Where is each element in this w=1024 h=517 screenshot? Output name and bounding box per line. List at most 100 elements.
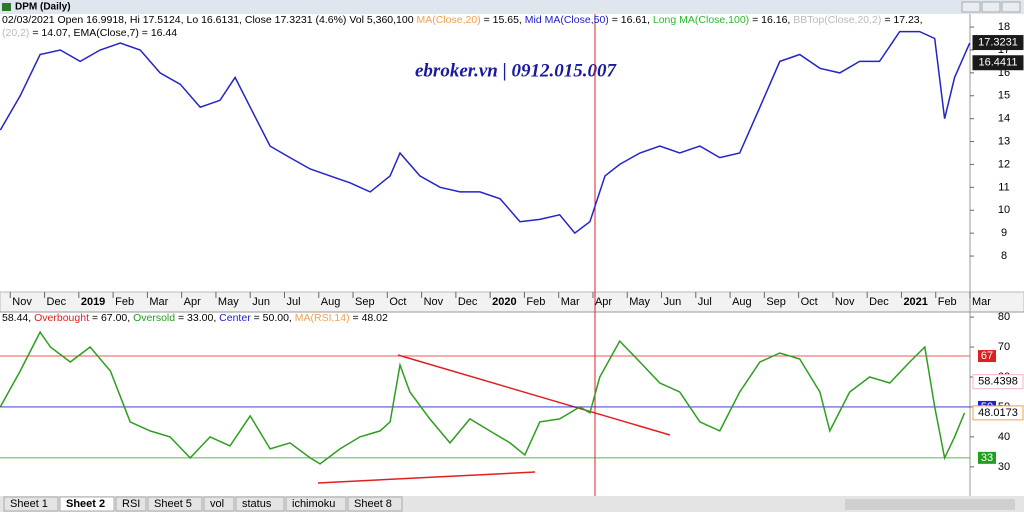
maximize[interactable] (981, 1, 1001, 13)
tab[interactable] (59, 496, 115, 512)
header-segment: = 48.02 (350, 312, 388, 324)
tab-label[interactable]: vol (210, 498, 224, 510)
tab[interactable] (3, 496, 59, 512)
chart-header: 58.44, Overbought = 67.00, Oversold = 33… (2, 312, 388, 324)
trend-line (317, 471, 536, 484)
x-tick-label: Aug (321, 296, 341, 308)
scrollbar[interactable] (845, 499, 1015, 510)
series-line (0, 30, 971, 235)
level-label: 67 (981, 350, 993, 362)
header-segment: = 33.00, (175, 312, 219, 324)
y-tick-label: 13 (998, 135, 1010, 147)
x-tick-label: Aug (732, 296, 752, 308)
y-tick-label: 40 (998, 431, 1010, 443)
pane: 89101112131415161718NovDec2019FebMarAprM… (0, 14, 1024, 308)
header-segment: = 16.16, (749, 14, 793, 26)
tab-label[interactable]: Sheet 2 (66, 498, 105, 510)
tab-label[interactable]: Sheet 8 (354, 498, 392, 510)
tab[interactable] (347, 496, 403, 512)
y-tick-label: 8 (1001, 250, 1007, 262)
header-segment: (20,2) (2, 27, 29, 39)
header-segment: MA(Close,20) (417, 14, 481, 26)
tab[interactable] (115, 496, 147, 512)
tab[interactable] (235, 496, 285, 512)
header-segment: = 17.23, (881, 14, 922, 26)
header-segment: 02/03/2021 Open 16.9918, Hi 17.5124, Lo … (2, 14, 417, 26)
window-title: DPM (Daily) (15, 2, 71, 13)
y-tick-label: 11 (998, 181, 1009, 193)
y-tick-label: 10 (998, 204, 1010, 216)
tab-label[interactable]: status (242, 498, 272, 510)
y-tick-label: 70 (998, 341, 1010, 353)
trend-line (397, 354, 671, 436)
close[interactable] (1001, 1, 1021, 13)
x-tick-label: Feb (115, 296, 134, 308)
price-label: 17.3231 (978, 36, 1018, 48)
header-segment: Overbought (34, 312, 89, 324)
price-label: 58.4398 (978, 376, 1018, 388)
x-tick-label: May (629, 296, 650, 308)
x-tick-label: Dec (869, 296, 889, 308)
header-segment: = 67.00, (89, 312, 133, 324)
x-tick-label: Nov (12, 296, 32, 308)
tabs: Sheet 1 Sheet 2 RSI Sheet 5 vol status ichimok… (3, 496, 403, 512)
x-tick-label: Jun (252, 296, 270, 308)
tab[interactable] (147, 496, 203, 512)
x-tick-label: Mar (972, 296, 991, 308)
tab-label[interactable]: Sheet 1 (10, 498, 48, 510)
minimize[interactable] (961, 1, 981, 13)
tab-label[interactable]: Sheet 5 (154, 498, 192, 510)
x-tick-label: May (218, 296, 239, 308)
x-tick-label: Feb (526, 296, 545, 308)
title-bar (0, 0, 1024, 14)
header-segment: = 50.00, (251, 312, 295, 324)
tab[interactable] (285, 496, 347, 512)
level-label: 33 (981, 452, 993, 464)
x-tick-label: Apr (595, 296, 612, 308)
header-segment: = 14.07, EMA(Close,7) = 16.44 (29, 27, 177, 39)
chart-header: 02/03/2021 Open 16.9918, Hi 17.5124, Lo … (2, 14, 923, 26)
x-tick-label: Jul (698, 296, 712, 308)
app-icon (2, 3, 11, 11)
tab-label[interactable]: RSI (122, 498, 140, 510)
x-tick-label: Feb (938, 296, 957, 308)
x-tick-label: Oct (389, 296, 406, 308)
window-controls[interactable] (961, 1, 1021, 13)
x-tick-label: Oct (801, 296, 818, 308)
y-tick-label: 30 (998, 461, 1010, 473)
price-label-box (972, 405, 1024, 421)
plots: 89101112131415161718NovDec2019FebMarAprM… (0, 14, 1024, 473)
x-tick-label: Sep (355, 296, 375, 308)
x-tick-label: Apr (184, 296, 201, 308)
y-tick-label: 18 (998, 21, 1010, 33)
tab-label[interactable]: ichimoku (292, 498, 335, 510)
watermark: ebroker.vn | 0912.015.007 (415, 60, 618, 81)
header-segment: BBTop(Close,20,2) (793, 14, 881, 26)
y-tick-label: 9 (1001, 227, 1007, 239)
x-tick-label: Nov (424, 296, 444, 308)
y-tick-label: 12 (998, 158, 1010, 170)
price-label: 16.4411 (979, 57, 1018, 69)
price-label: 48.0173 (978, 407, 1018, 419)
price-label-box (972, 35, 1024, 51)
header-segment: = 16.61, (609, 14, 653, 26)
x-tick-label: 2019 (81, 296, 105, 308)
y-tick-label: 14 (998, 113, 1010, 125)
header-segment: 58.44, (2, 312, 34, 324)
x-tick-label: Nov (835, 296, 855, 308)
x-tick-label: Sep (766, 296, 786, 308)
price-label-box (972, 374, 1024, 390)
x-tick-label: Jun (664, 296, 682, 308)
header-segment: MA(RSI,14) (295, 312, 350, 324)
level-box (978, 451, 996, 464)
header-segment: = 15.65, (481, 14, 525, 26)
y-tick-label: 15 (998, 90, 1010, 102)
x-tick-label: 2020 (492, 296, 516, 308)
tab[interactable] (203, 496, 235, 512)
level-box (978, 350, 996, 363)
series-line (0, 330, 966, 465)
x-tick-label: Dec (47, 296, 67, 308)
header-segment: Center (219, 312, 251, 324)
